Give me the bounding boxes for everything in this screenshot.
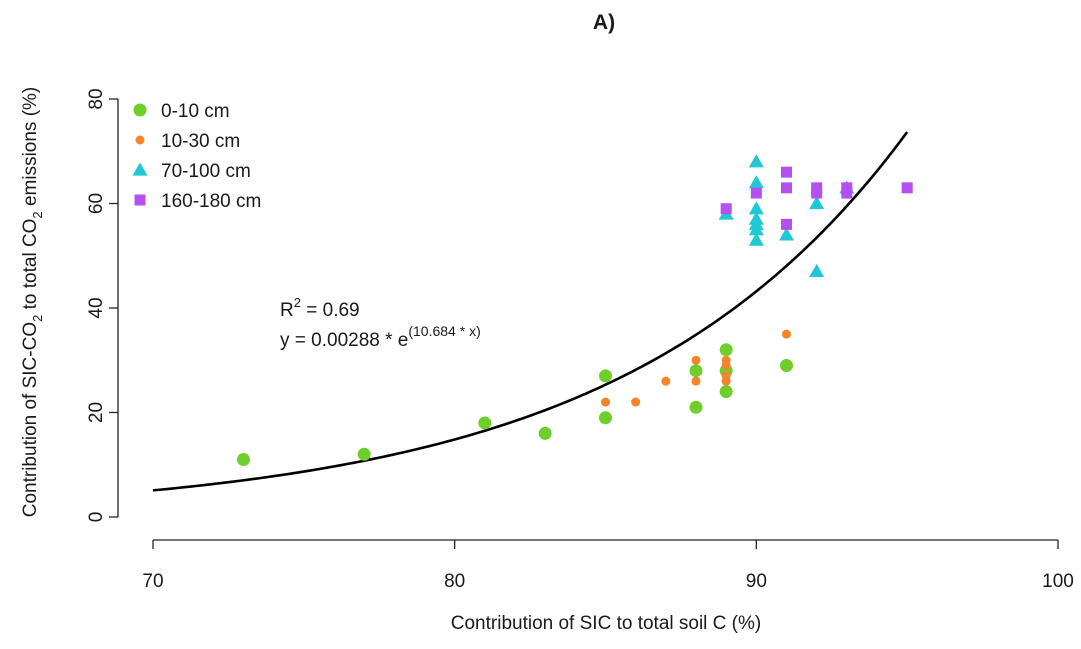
data-point	[779, 227, 794, 241]
data-point	[901, 182, 913, 194]
data-point	[720, 203, 732, 215]
data-point	[721, 371, 731, 381]
x-tick-label: 70	[142, 571, 163, 592]
data-point	[748, 175, 764, 189]
data-point	[809, 263, 825, 278]
data-point	[357, 447, 371, 461]
data-point	[748, 211, 764, 225]
legend-label: 10-30 cm	[161, 131, 240, 152]
data-points-layer	[237, 154, 913, 467]
data-point	[631, 397, 641, 407]
data-point	[661, 376, 671, 386]
r2-value: = 0.69	[301, 300, 360, 321]
data-point	[811, 182, 823, 194]
data-point	[719, 343, 733, 357]
data-point	[689, 364, 703, 378]
y-tick-label: 40	[86, 297, 107, 318]
y-axis-title: Contribution of SIC-CO2 to total CO2 emi…	[20, 87, 45, 518]
data-point	[721, 355, 731, 365]
fit-curve-layer	[152, 131, 909, 492]
y-title-sub2: 2	[30, 211, 45, 218]
data-point	[781, 218, 792, 230]
legend-label: 160-180 cm	[161, 191, 261, 212]
legend: 0-10 cm 10-30 cm 70-100 cm 160-180 cm	[132, 101, 261, 212]
data-point	[599, 369, 612, 383]
data-point	[809, 196, 825, 210]
data-point	[689, 400, 703, 414]
legend-label: 70-100 cm	[161, 161, 251, 182]
fit-equation-annotation: y = 0.00288 * e(10.684 * x)	[280, 323, 481, 351]
equation-exponent: (10.684 * x)	[408, 323, 480, 339]
data-point	[780, 358, 793, 372]
r-squared-annotation: R2 = 0.69	[280, 295, 360, 321]
y-title-part1: Contribution of SIC-CO	[20, 322, 41, 517]
data-point	[750, 187, 762, 199]
r2-label: R	[280, 300, 294, 321]
x-tick-label: 90	[746, 571, 767, 592]
equation-base: y = 0.00288 * e	[280, 330, 408, 351]
data-point	[781, 166, 792, 178]
y-tick-label: 80	[86, 88, 107, 109]
data-point	[782, 329, 791, 339]
x-tick-label: 80	[444, 571, 465, 592]
chart-title: A)	[593, 11, 615, 34]
y-tick-label: 20	[86, 402, 107, 423]
data-point	[691, 355, 701, 365]
data-point	[841, 182, 853, 194]
x-axis-title: Contribution of SIC to total soil C (%)	[451, 613, 761, 634]
exponential-fit-line	[152, 131, 909, 492]
legend-label: 0-10 cm	[161, 101, 230, 122]
y-title-part3: emissions (%)	[20, 87, 41, 212]
data-point	[748, 232, 764, 246]
y-tick-label: 0	[86, 512, 107, 523]
data-point	[781, 182, 792, 194]
legend-marker	[135, 135, 145, 145]
x-tick-label: 100	[1042, 571, 1074, 592]
data-point	[599, 411, 612, 425]
data-point	[748, 154, 764, 168]
data-point	[478, 416, 492, 430]
y-title-sub1: 2	[30, 315, 45, 322]
data-point	[748, 201, 764, 215]
legend-marker	[133, 103, 147, 117]
data-point	[237, 453, 250, 467]
axes: 70 80 90 100 0 20 40 60 80	[86, 88, 1074, 592]
data-point	[601, 397, 610, 407]
data-point	[719, 385, 733, 399]
legend-marker	[134, 194, 146, 206]
data-point	[691, 376, 701, 386]
legend-marker	[132, 162, 148, 176]
r2-superscript: 2	[294, 295, 301, 310]
y-title-part2: to total CO	[20, 219, 41, 315]
y-tick-label: 60	[86, 193, 107, 214]
data-point	[538, 426, 552, 440]
